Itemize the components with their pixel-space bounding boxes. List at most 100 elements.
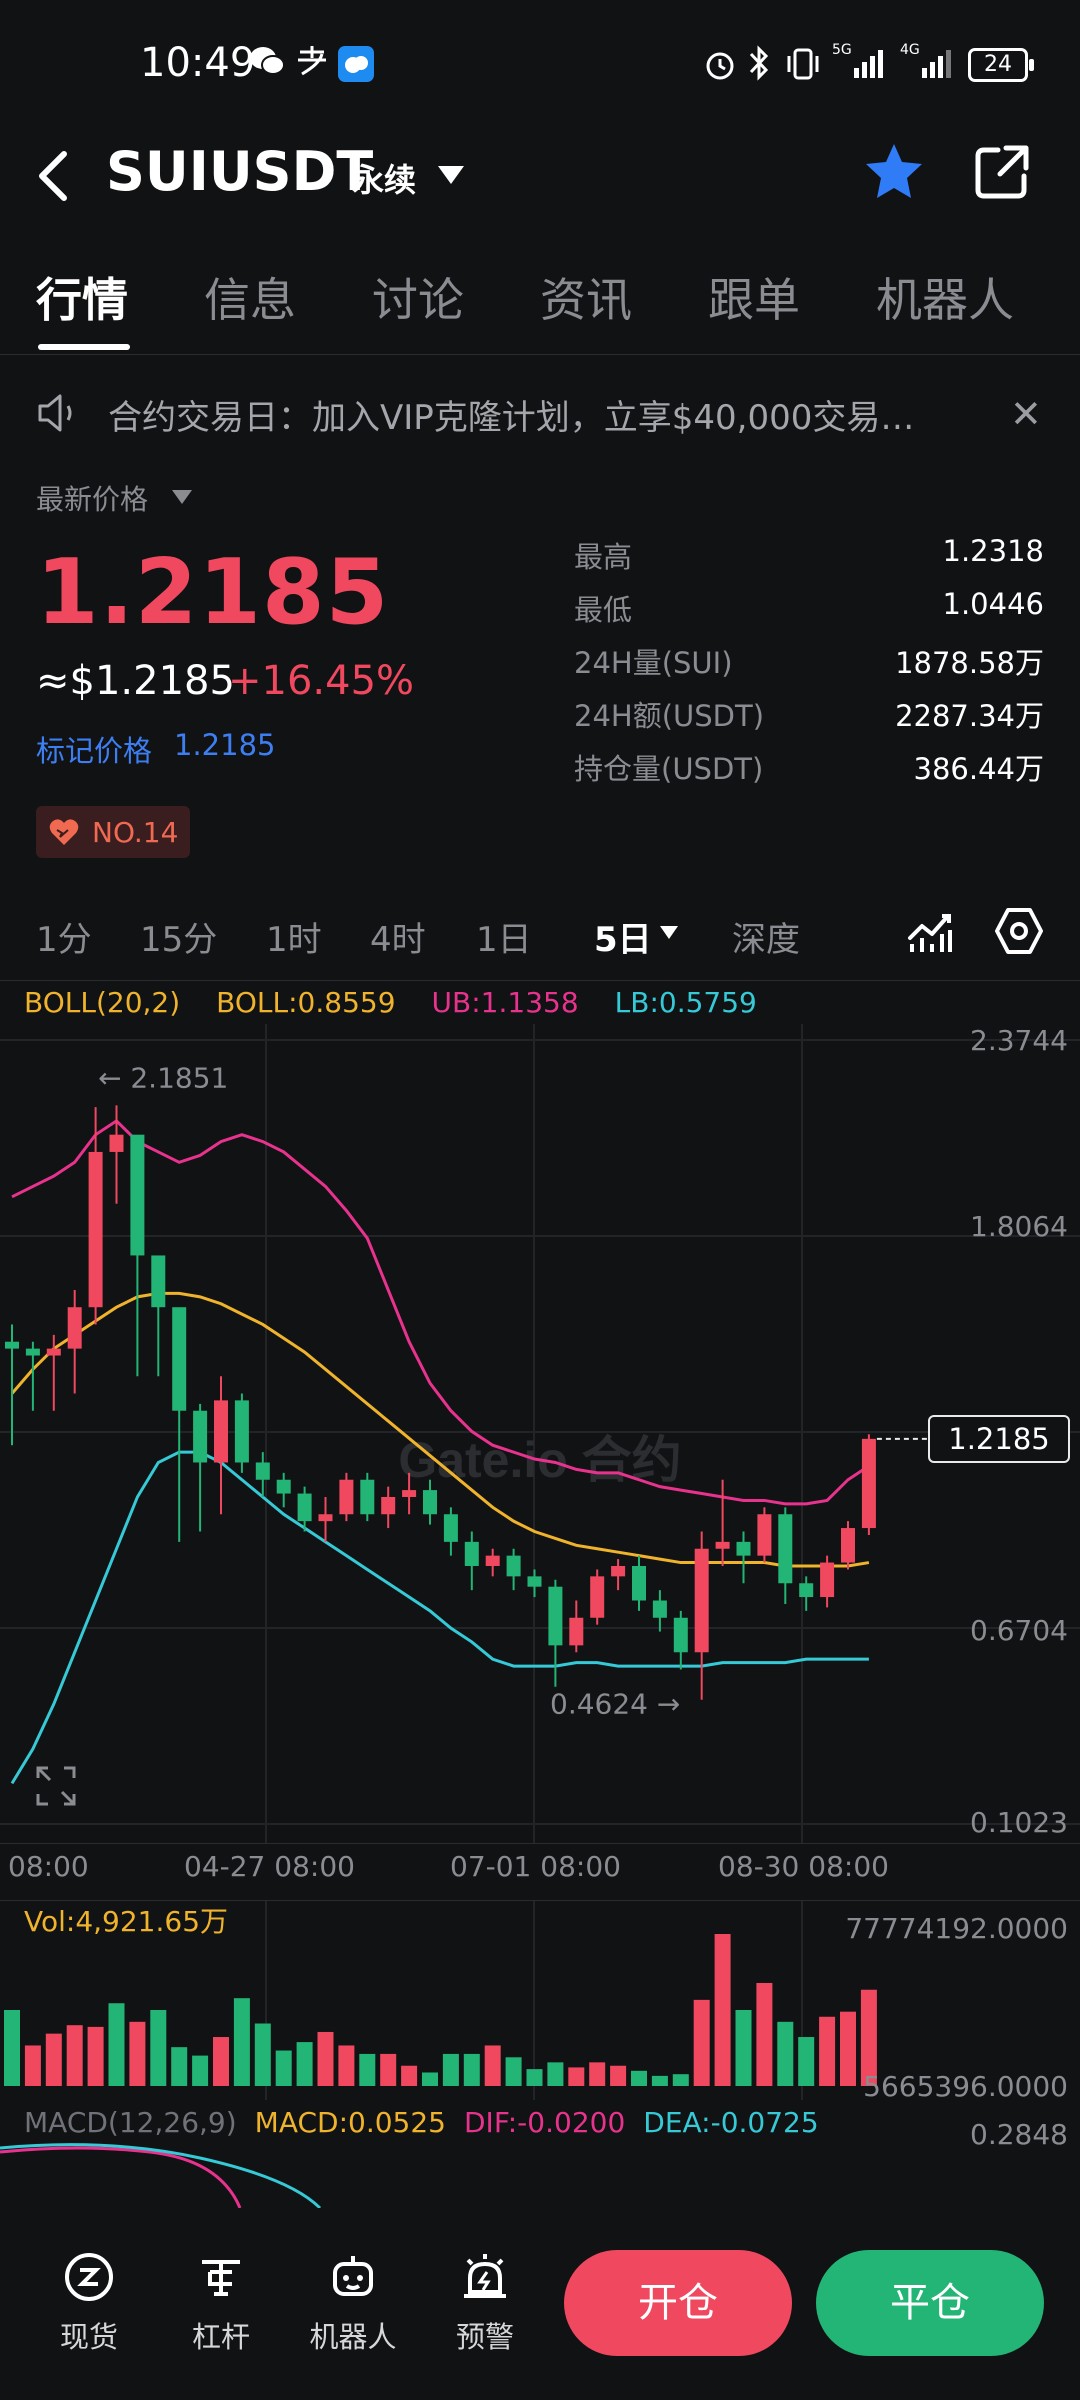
stat-open-interest-label: 持仓量(USDT) [574, 752, 764, 786]
rank-text: NO.14 [92, 816, 179, 849]
period-4h[interactable]: 4时 [370, 920, 426, 960]
period-15m[interactable]: 15分 [140, 920, 218, 960]
pair-dropdown-caret-icon[interactable] [438, 166, 464, 184]
candle-body [464, 1541, 479, 1567]
nav-spot[interactable]: 现货 [34, 2250, 144, 2356]
volume-bar [756, 1982, 773, 2086]
notice-text[interactable]: 合约交易日：加入VIP克隆计划，立享$40,000交易… [108, 398, 915, 438]
indicator-chart-icon[interactable] [904, 904, 958, 958]
y-axis-label: 0.1023 [970, 1806, 1068, 1839]
candle-body [381, 1496, 396, 1515]
tab-discussion[interactable]: 讨论 [372, 273, 464, 327]
last-price-label[interactable]: 最新价格 [36, 483, 149, 516]
volume-bar [777, 2021, 794, 2086]
battery-indicator: 24 [968, 48, 1034, 82]
volume-bar [129, 2021, 146, 2086]
volume-bar [233, 1998, 250, 2086]
volume-bar [24, 2045, 41, 2086]
volume-bar [610, 2065, 627, 2086]
candle-body [172, 1307, 187, 1411]
signal-4g-icon: 4G [900, 42, 960, 86]
boll-ub-value: UB:1.1358 [431, 986, 579, 1019]
volume-bar [840, 2011, 856, 2086]
candle-body [590, 1576, 605, 1618]
stat-low-value: 1.0446 [942, 587, 1044, 621]
dif-line [0, 2146, 242, 2208]
period-1d[interactable]: 1日 [476, 920, 532, 960]
alert-icon [464, 2254, 506, 2298]
candle-body [548, 1586, 563, 1646]
favorite-star-icon[interactable] [862, 140, 926, 204]
macd-axis-label: 0.2848 [970, 2118, 1068, 2151]
tab-news[interactable]: 资讯 [540, 273, 632, 327]
fullscreen-icon[interactable] [34, 1764, 78, 1812]
nav-robot[interactable]: 机器人 [298, 2250, 408, 2356]
volume-bar [317, 2031, 334, 2086]
tab-robot[interactable]: 机器人 [876, 273, 1014, 327]
usd-price: ≈$1.2185 [36, 658, 235, 704]
nav-leverage[interactable]: 杠杆 [166, 2250, 276, 2356]
candle-body [841, 1528, 855, 1563]
depth-tab[interactable]: 深度 [732, 920, 800, 960]
volume-bar [171, 2047, 188, 2086]
tab-copy-trade[interactable]: 跟单 [708, 273, 800, 327]
volume-bar [401, 2065, 418, 2086]
boll-upper-line [11, 1118, 870, 1506]
candle-body [652, 1600, 667, 1618]
candle-body [88, 1151, 103, 1308]
x-axis-label: 04-27 08:00 [184, 1850, 355, 1883]
x-axis-label: 08-30 08:00 [718, 1850, 889, 1883]
chart-settings-icon[interactable] [992, 904, 1046, 958]
boll-indicator-row[interactable]: BOLL(20,2) BOLL:0.8559 UB:1.1358 LB:0.5759 [24, 986, 793, 1019]
price-type-caret-icon[interactable] [172, 490, 192, 504]
boll-lower-line [10, 1450, 869, 1785]
speaker-icon [36, 392, 82, 434]
candle-body [318, 1514, 333, 1522]
volume-bar [442, 2053, 459, 2086]
macd-chart[interactable] [0, 2108, 1080, 2208]
period-1h[interactable]: 1时 [266, 920, 322, 960]
tab-info[interactable]: 信息 [204, 273, 296, 327]
volume-bar [798, 2037, 815, 2086]
weather-app-icon [338, 46, 374, 82]
notice-bar[interactable]: 合约交易日：加入VIP克隆计划，立享$40,000交易… ✕ [0, 370, 1080, 460]
volume-bar [338, 2045, 355, 2086]
stat-turnover-label: 24H额(USDT) [574, 699, 765, 733]
close-icon[interactable]: ✕ [1010, 392, 1042, 436]
status-time: 10:49 [140, 40, 256, 86]
y-axis-label: 0.6704 [970, 1614, 1068, 1647]
candle-body [778, 1514, 793, 1584]
stat-volume-value: 1878.58万 [895, 646, 1044, 680]
volume-bar [672, 2074, 689, 2086]
candle-body [297, 1493, 312, 1522]
heart-icon [48, 816, 80, 848]
nav-alert[interactable]: 预警 [430, 2250, 540, 2356]
volume-chart[interactable] [0, 1900, 1080, 2100]
rank-badge[interactable]: NO.14 [36, 806, 190, 858]
open-position-button[interactable]: 开仓 [564, 2250, 792, 2356]
candle-body [694, 1548, 709, 1653]
candle-body [130, 1134, 145, 1256]
macd-indicator-row[interactable]: MACD(12,26,9) MACD:0.0525 DIF:-0.0200 DEA:-… [24, 2106, 819, 2139]
volume-bar [651, 2075, 668, 2086]
contract-type-label[interactable]: 永续 [352, 161, 417, 199]
period-1m[interactable]: 1分 [36, 920, 92, 960]
period-dropdown-caret-icon[interactable] [660, 926, 678, 939]
nav-spot-label: 现货 [59, 2320, 118, 2354]
pair-title[interactable]: SUIUSDT [106, 140, 374, 203]
candle-body [820, 1562, 835, 1598]
tab-market[interactable]: 行情 [36, 273, 128, 327]
share-icon[interactable] [972, 142, 1032, 202]
candle-body [25, 1348, 40, 1356]
close-position-button[interactable]: 平仓 [816, 2250, 1044, 2356]
candle-body [569, 1617, 584, 1646]
volume-bar [254, 2023, 271, 2086]
volume-bar [359, 2053, 376, 2086]
candle-body [527, 1576, 542, 1587]
volume-bar [589, 2062, 606, 2086]
boll-params: BOLL(20,2) [24, 986, 181, 1019]
period-5d[interactable]: 5日 [594, 920, 652, 960]
boll-lb-value: LB:0.5759 [614, 986, 757, 1019]
back-arrow-icon[interactable] [34, 146, 74, 206]
